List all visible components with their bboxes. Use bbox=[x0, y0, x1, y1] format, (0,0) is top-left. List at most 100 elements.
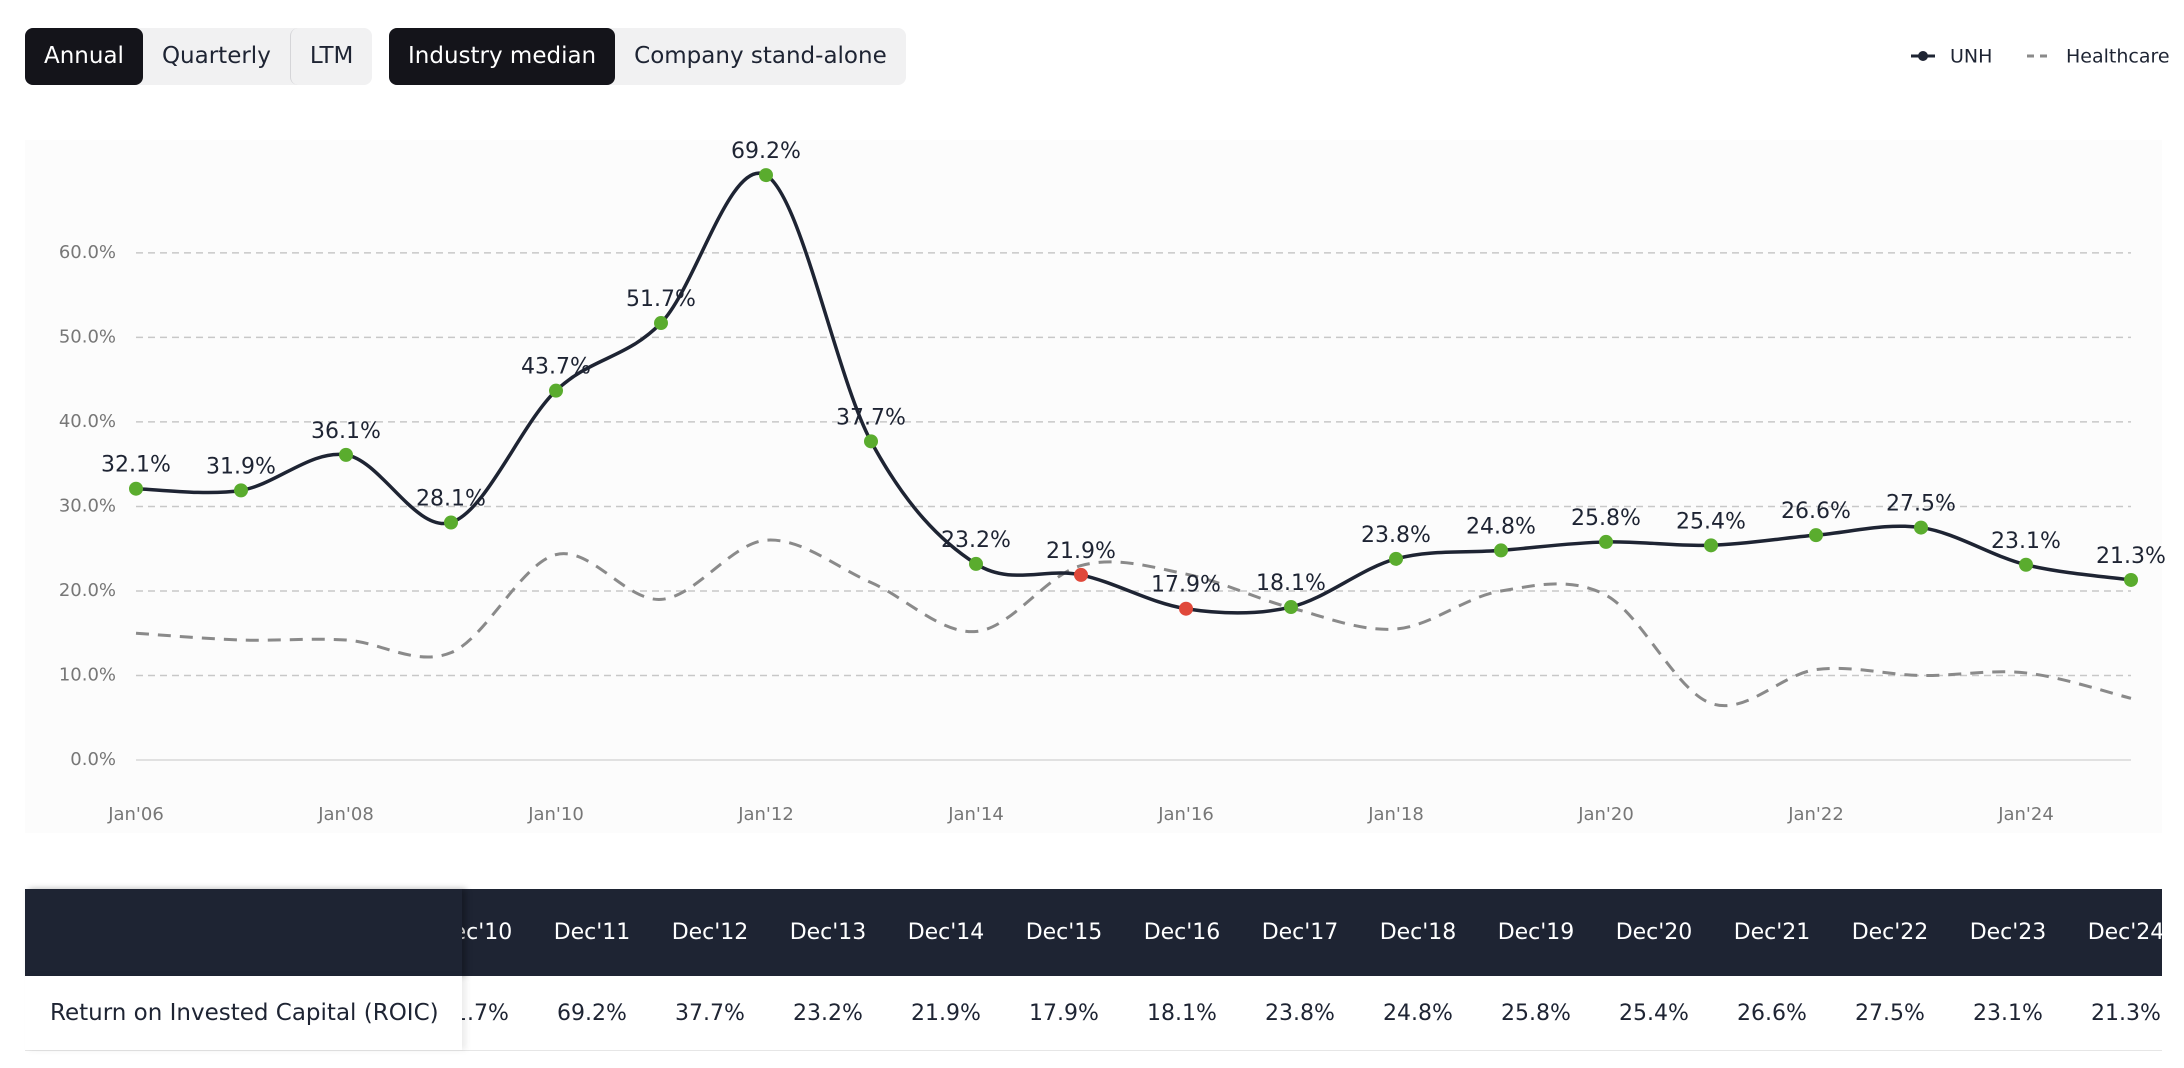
table-row: 51.7% 69.2% 37.7% 23.2% 21.9% 17.9% 18.1% 23.8%… bbox=[25, 976, 2162, 1051]
data-label: 28.1% bbox=[416, 486, 486, 511]
table-cell: 23.2% bbox=[793, 1000, 863, 1026]
table-cell: 23.8% bbox=[1265, 1000, 1335, 1026]
column-header: Dec'19 bbox=[1497, 920, 1575, 945]
point-marker bbox=[1494, 543, 1508, 558]
legend-label: UNH bbox=[1950, 46, 1992, 68]
x-tick-label: Jan'22 bbox=[1787, 804, 1844, 825]
x-tick-label: Jan'06 bbox=[107, 804, 164, 825]
data-label: 25.8% bbox=[1571, 506, 1641, 531]
x-tick-label: Jan'18 bbox=[1367, 804, 1424, 825]
point-marker bbox=[129, 481, 143, 496]
table-cell: 21.3% bbox=[2091, 1000, 2161, 1026]
data-label: 32.1% bbox=[101, 453, 171, 478]
point-marker bbox=[864, 434, 878, 449]
table-cell: 26.6% bbox=[1737, 1000, 1807, 1026]
point-marker bbox=[759, 168, 773, 183]
y-tick-label: 10.0% bbox=[59, 664, 116, 685]
point-marker bbox=[1809, 528, 1823, 543]
table-cell: 24.8% bbox=[1383, 1000, 1453, 1026]
toggle-button[interactable]: LTM bbox=[289, 28, 373, 85]
data-label: 25.4% bbox=[1676, 509, 1746, 534]
column-header: Dec'14 bbox=[907, 920, 985, 945]
y-tick-label: 20.0% bbox=[59, 580, 116, 601]
point-marker bbox=[1284, 600, 1298, 615]
point-marker bbox=[1179, 601, 1193, 616]
column-header: Dec'24 bbox=[2087, 920, 2162, 945]
data-label: 27.5% bbox=[1886, 492, 1956, 517]
column-header: Dec'16 bbox=[1143, 920, 1221, 945]
point-marker bbox=[1704, 538, 1718, 553]
table-cell: 51.7% bbox=[462, 1000, 509, 1026]
data-label: 24.8% bbox=[1466, 514, 1536, 539]
series-line bbox=[135, 171, 2132, 615]
period-toggle: Annual Quarterly LTM bbox=[25, 28, 373, 85]
table-cell: 18.1% bbox=[1147, 1000, 1217, 1026]
point-marker bbox=[1914, 520, 1928, 535]
column-header: Dec'21 bbox=[1733, 920, 1811, 945]
data-label: 17.9% bbox=[1151, 573, 1221, 598]
table-cell: 25.4% bbox=[1619, 1000, 1689, 1026]
point-marker bbox=[2124, 572, 2138, 587]
column-header: Dec'23 bbox=[1969, 920, 2047, 945]
x-tick-label: Jan'14 bbox=[947, 804, 1004, 825]
data-label: 21.3% bbox=[2096, 544, 2166, 569]
column-header: Dec'13 bbox=[789, 920, 867, 945]
x-tick-label: Jan'10 bbox=[527, 804, 584, 825]
table-cell: 27.5% bbox=[1855, 1000, 1925, 1026]
table-cell: 17.9% bbox=[1029, 1000, 1099, 1026]
toggle-button[interactable]: Industry median bbox=[389, 28, 616, 85]
data-label: 37.7% bbox=[836, 405, 906, 430]
table-cell: 69.2% bbox=[557, 1000, 627, 1026]
data-label: 51.7% bbox=[626, 287, 696, 312]
table-cell: 21.9% bbox=[911, 1000, 981, 1026]
data-label: 21.9% bbox=[1046, 539, 1116, 564]
point-marker bbox=[654, 316, 668, 331]
table-cell: 23.1% bbox=[1973, 1000, 2043, 1026]
column-header: Dec'10 bbox=[462, 920, 513, 945]
table-cell: 25.8% bbox=[1501, 1000, 1571, 1026]
data-label: 31.9% bbox=[206, 454, 276, 479]
legend-label: Healthcare bbox=[2066, 46, 2170, 68]
benchmark-toggle: Industry median Company stand-alone bbox=[389, 28, 906, 85]
data-label: 26.6% bbox=[1781, 499, 1851, 524]
point-marker bbox=[1074, 567, 1088, 582]
data-label: 18.1% bbox=[1256, 571, 1326, 596]
point-marker bbox=[2019, 557, 2033, 572]
point-marker bbox=[444, 515, 458, 530]
y-tick-label: 0.0% bbox=[70, 749, 116, 770]
toggle-button[interactable]: Company stand-alone bbox=[634, 43, 887, 69]
data-label: 69.2% bbox=[731, 139, 801, 164]
column-header: Dec'17 bbox=[1261, 920, 1339, 945]
data-label: 43.7% bbox=[521, 355, 591, 380]
point-marker bbox=[549, 383, 563, 398]
legend-marker bbox=[1918, 51, 1928, 61]
column-header: Dec'20 bbox=[1615, 920, 1693, 945]
y-tick-label: 50.0% bbox=[59, 326, 116, 347]
column-header: Dec'12 bbox=[671, 920, 749, 945]
x-tick-label: Jan'16 bbox=[1157, 804, 1214, 825]
y-tick-label: 30.0% bbox=[59, 495, 116, 516]
x-tick-label: Jan'08 bbox=[317, 804, 374, 825]
y-tick-label: 60.0% bbox=[59, 242, 116, 263]
column-header: Dec'11 bbox=[553, 920, 631, 945]
table-cell: 37.7% bbox=[675, 1000, 745, 1026]
toggle-button[interactable]: Quarterly bbox=[161, 43, 271, 69]
x-tick-label: Jan'24 bbox=[1997, 804, 2054, 825]
data-label: 23.1% bbox=[1991, 529, 2061, 554]
data-label: 36.1% bbox=[311, 419, 381, 444]
y-tick-label: 40.0% bbox=[59, 411, 116, 432]
table-header: Dec'10 Dec'11 Dec'12 Dec'13 Dec'14 Dec'15 Dec'… bbox=[25, 889, 2162, 976]
point-marker bbox=[1389, 551, 1403, 566]
point-marker bbox=[969, 556, 983, 571]
data-label: 23.8% bbox=[1361, 523, 1431, 548]
column-header: Dec'15 bbox=[1025, 920, 1103, 945]
point-marker bbox=[339, 447, 353, 462]
column-header: Dec'18 bbox=[1379, 920, 1457, 945]
data-label: 23.2% bbox=[941, 528, 1011, 553]
x-tick-label: Jan'20 bbox=[1577, 804, 1634, 825]
plot-background bbox=[25, 140, 2162, 833]
toggle-button[interactable]: Annual bbox=[25, 28, 143, 85]
row-label: Return on Invested Capital (ROIC) bbox=[25, 976, 462, 1050]
data-table: Dec'10 Dec'11 Dec'12 Dec'13 Dec'14 Dec'15 Dec'… bbox=[25, 889, 2162, 1051]
